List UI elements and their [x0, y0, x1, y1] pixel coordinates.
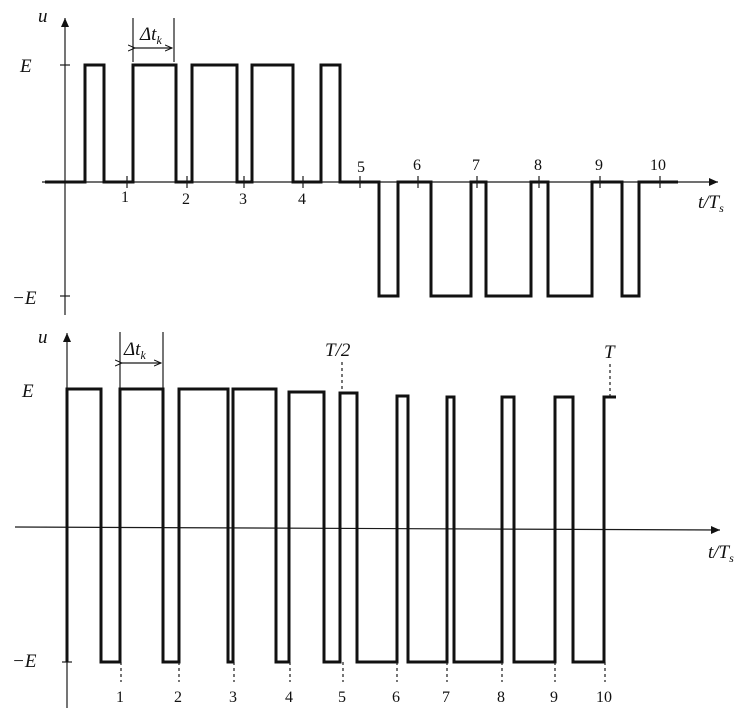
- top-panel: u E −E t/Ts Δtk 1: [12, 6, 724, 315]
- top-pwm-waveform: [45, 63, 678, 298]
- top-interval-label: Δtk: [139, 24, 162, 47]
- bottom-panel: u E −E t/Ts Δtk T/2 T: [12, 327, 734, 708]
- top-tick-label: 10: [650, 157, 666, 174]
- top-tick-label: 6: [413, 157, 421, 174]
- top-x-ticks: [126, 176, 661, 188]
- top-tick-label: 5: [357, 159, 365, 176]
- bottom-interval-marker: Δtk: [120, 332, 164, 388]
- top-level-pos-label: E: [19, 56, 32, 77]
- top-tick-label: 2: [182, 191, 190, 208]
- bottom-level-neg-label: −E: [12, 651, 37, 672]
- bottom-tick-label: 1: [116, 689, 124, 706]
- bottom-tick-label: 3: [229, 689, 237, 706]
- bottom-x-axis-label: t/Ts: [708, 542, 734, 565]
- top-tick-label: 8: [534, 157, 542, 174]
- top-interval-marker: Δtk: [133, 18, 175, 62]
- bottom-pwm-waveform: [65, 387, 616, 664]
- top-tick-label: 7: [472, 157, 480, 174]
- top-tick-label: 9: [595, 157, 603, 174]
- top-tick-labels: 1 2 3 4 5 6 7 8 9 10: [121, 157, 666, 208]
- top-level-neg-label: −E: [12, 288, 37, 309]
- period-label: T: [604, 342, 616, 363]
- bottom-tick-label: 4: [285, 689, 293, 706]
- top-tick-label: 3: [239, 191, 247, 208]
- bottom-tick-label: 10: [596, 689, 612, 706]
- bottom-tick-label: 8: [497, 689, 505, 706]
- bottom-x-ticks: [120, 662, 606, 682]
- top-y-axis-label: u: [38, 6, 48, 27]
- bottom-interval-label: Δtk: [123, 339, 146, 362]
- bottom-tick-label: 2: [174, 689, 182, 706]
- bottom-tick-label: 5: [338, 689, 346, 706]
- bottom-tick-label: 6: [392, 689, 400, 706]
- bottom-y-axis-label: u: [38, 327, 48, 348]
- top-tick-label: 4: [298, 191, 306, 208]
- bottom-tick-label: 9: [550, 689, 558, 706]
- half-period-label: T/2: [325, 340, 351, 361]
- bottom-level-pos-label: E: [21, 381, 34, 402]
- bottom-tick-label: 7: [442, 689, 450, 706]
- bottom-tick-labels: 1 2 3 4 5 6 7 8 9 10: [116, 689, 612, 706]
- top-x-axis-label: t/Ts: [698, 192, 724, 215]
- top-tick-label: 1: [121, 189, 129, 206]
